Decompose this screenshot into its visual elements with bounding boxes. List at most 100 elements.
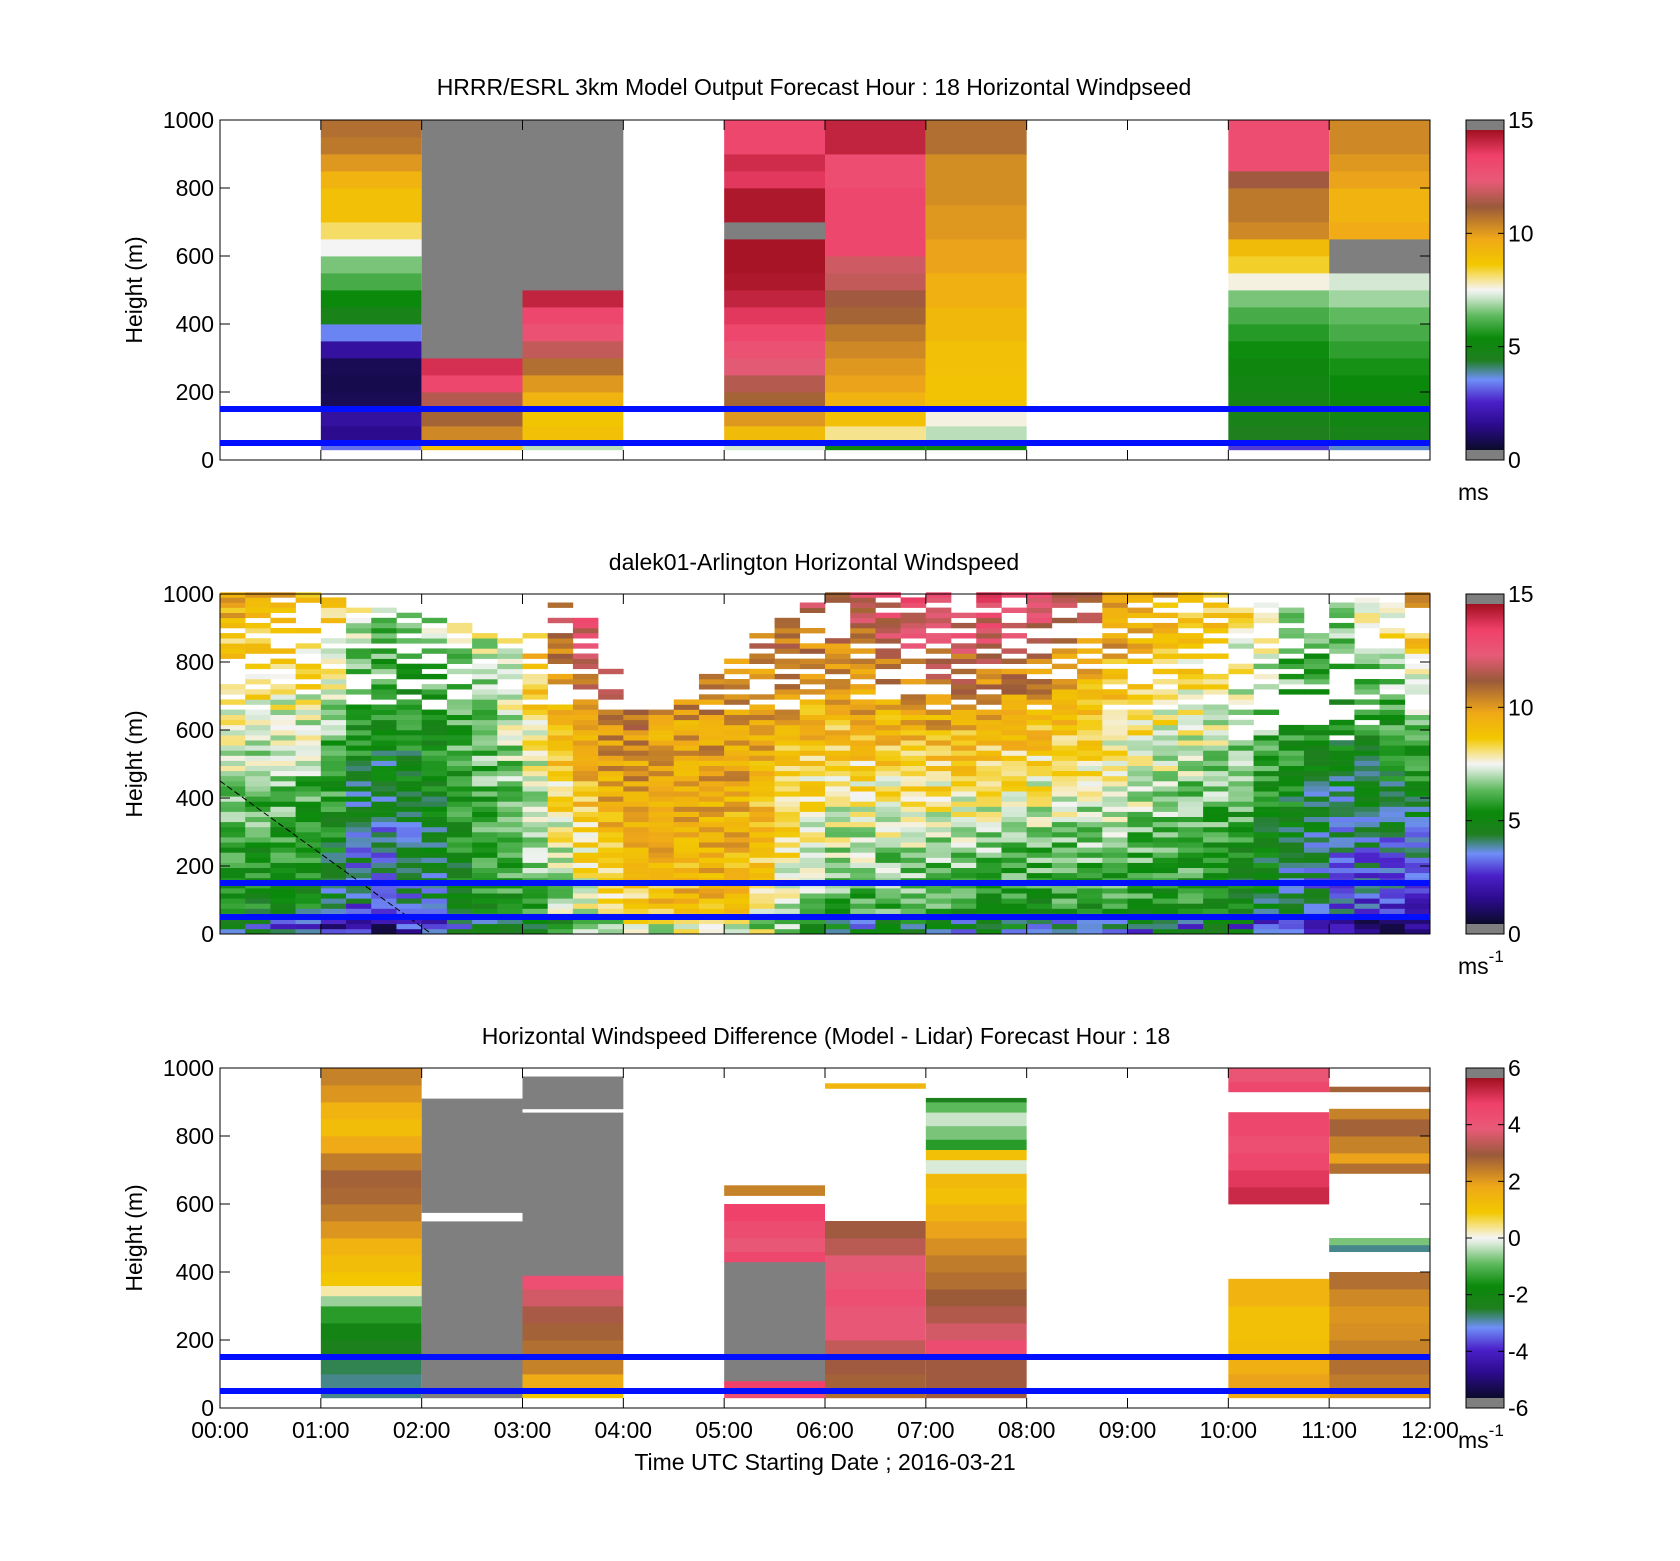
heatmap-cell bbox=[522, 1275, 624, 1290]
heatmap-cell bbox=[396, 842, 422, 848]
heatmap-cell bbox=[1253, 781, 1280, 787]
heatmap-cell bbox=[1404, 852, 1431, 858]
heatmap-cell bbox=[976, 714, 1002, 721]
heatmap-cell bbox=[724, 658, 750, 664]
heatmap-cell bbox=[1127, 597, 1154, 603]
heatmap-cell bbox=[1077, 694, 1103, 700]
heatmap-cell bbox=[673, 786, 700, 792]
heatmap-cell bbox=[1077, 719, 1103, 726]
heatmap-cell bbox=[1329, 628, 1355, 634]
y-tick-label: 200 bbox=[176, 379, 214, 405]
heatmap-cell bbox=[724, 724, 750, 731]
heatmap-cell bbox=[623, 867, 649, 874]
heatmap-cell bbox=[1354, 811, 1380, 817]
heatmap-cell bbox=[1253, 918, 1280, 925]
heatmap-cell bbox=[1203, 872, 1229, 879]
heatmap-cell bbox=[598, 893, 624, 899]
heatmap-cell bbox=[951, 918, 977, 925]
heatmap-cell bbox=[976, 821, 1002, 828]
heatmap-cell bbox=[295, 806, 322, 812]
heatmap-cell bbox=[270, 704, 296, 710]
heatmap-cell bbox=[925, 622, 952, 629]
heatmap-cell bbox=[850, 832, 876, 838]
heatmap-cell bbox=[774, 832, 801, 838]
heatmap-cell bbox=[1203, 679, 1229, 685]
heatmap-cell bbox=[1354, 908, 1380, 914]
heatmap-cell bbox=[421, 806, 448, 812]
heatmap-cell bbox=[295, 709, 322, 715]
heatmap-cell bbox=[1177, 801, 1204, 807]
heatmap-cell bbox=[446, 837, 473, 843]
heatmap-cell bbox=[724, 918, 750, 925]
heatmap-cell bbox=[1379, 806, 1406, 812]
heatmap-cell bbox=[1203, 857, 1229, 863]
heatmap-cell bbox=[245, 628, 271, 634]
heatmap-cell bbox=[749, 842, 775, 848]
heatmap-cell bbox=[673, 842, 700, 848]
heatmap-cell bbox=[295, 888, 322, 894]
heatmap-cell bbox=[421, 908, 448, 914]
heatmap-cell bbox=[295, 918, 322, 925]
heatmap-cell bbox=[1278, 617, 1305, 624]
heatmap-cell bbox=[648, 821, 675, 828]
heatmap-cell bbox=[1404, 888, 1431, 894]
heatmap-cell bbox=[850, 668, 876, 675]
heatmap-cell bbox=[648, 893, 675, 899]
heatmap-cell bbox=[320, 801, 347, 807]
heatmap-cell bbox=[245, 648, 271, 654]
heatmap-cell bbox=[522, 872, 549, 879]
heatmap-cell bbox=[951, 821, 977, 828]
heatmap-cell bbox=[648, 709, 675, 715]
heatmap-cell bbox=[623, 908, 649, 914]
heatmap-cell bbox=[1278, 673, 1305, 680]
heatmap-cell bbox=[1379, 781, 1406, 787]
heatmap-cell bbox=[976, 724, 1002, 731]
heatmap-cell bbox=[875, 811, 901, 817]
heatmap-cell bbox=[951, 740, 977, 746]
heatmap-cell bbox=[371, 923, 397, 930]
heatmap-cell bbox=[850, 633, 876, 639]
heatmap-cell bbox=[825, 775, 851, 782]
heatmap-cell bbox=[1404, 928, 1431, 935]
heatmap-cell bbox=[724, 719, 750, 726]
heatmap-cell bbox=[1278, 903, 1305, 909]
heatmap-cell bbox=[951, 923, 977, 930]
heatmap-cell bbox=[472, 745, 498, 751]
heatmap-cell bbox=[396, 893, 422, 899]
heatmap-cell bbox=[774, 633, 801, 639]
heatmap-cell bbox=[1077, 867, 1103, 874]
heatmap-cell bbox=[698, 684, 725, 690]
heatmap-cell bbox=[1354, 755, 1380, 761]
heatmap-cell bbox=[320, 867, 347, 874]
heatmap-cell bbox=[1177, 923, 1204, 930]
heatmap-cell bbox=[724, 867, 750, 874]
heatmap-cell bbox=[446, 622, 473, 629]
heatmap-cell bbox=[320, 745, 347, 751]
heatmap-cell bbox=[1077, 775, 1103, 782]
heatmap-cell bbox=[1177, 842, 1204, 848]
heatmap-cell bbox=[1127, 760, 1154, 766]
heatmap-cell bbox=[1253, 821, 1280, 828]
heatmap-cell bbox=[774, 837, 801, 843]
heatmap-cell bbox=[522, 679, 549, 685]
heatmap-cell bbox=[1329, 1244, 1430, 1252]
heatmap-cell bbox=[522, 120, 624, 291]
heatmap-cell bbox=[774, 617, 801, 624]
heatmap-cell bbox=[1379, 903, 1406, 909]
heatmap-cell bbox=[1354, 653, 1380, 659]
heatmap-cell bbox=[1379, 750, 1406, 756]
heatmap-cell bbox=[1102, 607, 1128, 613]
heatmap-cell bbox=[1177, 724, 1204, 731]
heatmap-cell bbox=[825, 324, 926, 342]
heatmap-cell bbox=[1329, 1374, 1430, 1392]
heatmap-cell bbox=[522, 760, 549, 766]
heatmap-cell bbox=[1026, 826, 1053, 833]
heatmap-cell bbox=[396, 801, 422, 807]
heatmap-cell bbox=[295, 852, 322, 858]
colorbar-unit: ms-1 bbox=[1458, 1421, 1504, 1453]
heatmap-cell bbox=[825, 648, 851, 654]
heatmap-cell bbox=[1354, 740, 1380, 746]
heatmap-cell bbox=[1051, 781, 1078, 787]
heatmap-cell bbox=[1404, 796, 1431, 802]
heatmap-cell bbox=[1379, 847, 1406, 853]
